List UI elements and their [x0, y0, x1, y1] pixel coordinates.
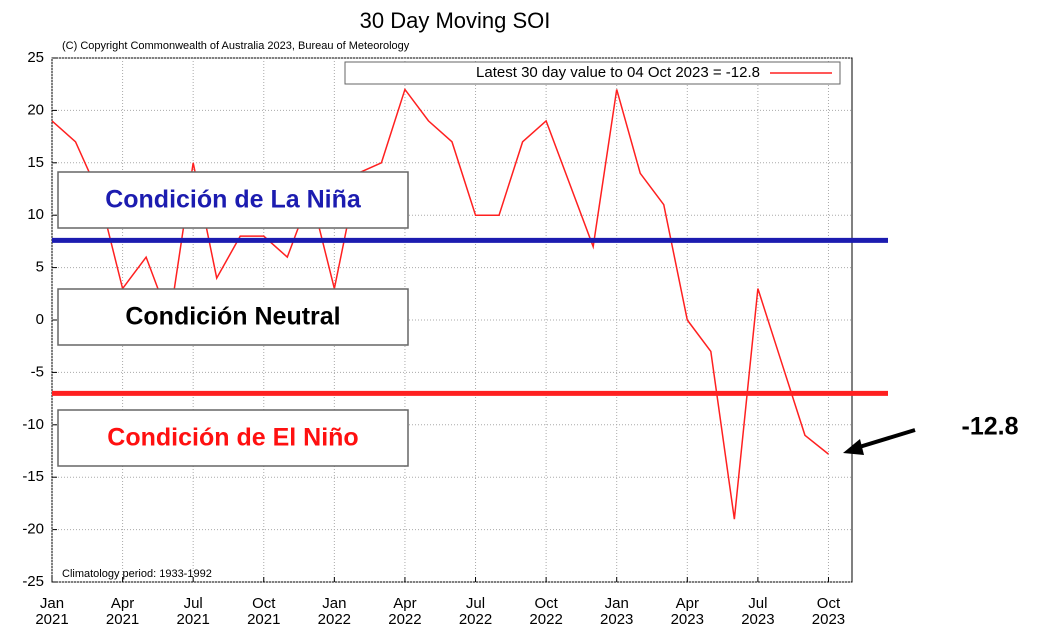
- x-tick-label: Jul 2021: [176, 595, 210, 628]
- annotation-box: [57, 171, 409, 229]
- y-tick-label: -10: [22, 416, 44, 433]
- legend-label: Latest 30 day value to 04 Oct 2023 = -12…: [476, 64, 760, 81]
- callout-arrowhead: [843, 439, 864, 455]
- annotation-box: [57, 409, 409, 467]
- annotation-label: Condición Neutral: [125, 303, 340, 331]
- callout: -12.8: [962, 413, 1019, 441]
- y-tick-label: -20: [22, 521, 44, 538]
- y-tick-label: 0: [36, 311, 44, 328]
- y-tick-label: 10: [27, 206, 44, 223]
- annotation-label: Condición de La Niña: [105, 186, 362, 214]
- x-tick-label: Jul 2023: [741, 595, 775, 628]
- x-tick-label: Jan 2021: [35, 595, 69, 628]
- x-tick-label: Apr 2021: [105, 595, 140, 628]
- y-tick-label: -15: [22, 468, 44, 485]
- annotation-label: Condición de El Niño: [107, 424, 358, 452]
- note: Climatology period: 1933-1992: [62, 568, 212, 580]
- x-tick-label: Apr 2022: [388, 595, 422, 628]
- y-tick-label: 5: [36, 259, 44, 276]
- y-tick-label: 25: [27, 49, 44, 66]
- callout-arrow: [855, 428, 916, 450]
- y-tick-label: 15: [27, 154, 44, 171]
- chart-title: 30 Day Moving SOI: [360, 8, 551, 33]
- legend-box: [344, 61, 841, 85]
- chart-subtitle: (C) Copyright Commonwealth of Australia …: [62, 40, 410, 52]
- x-tick-label: Jan 2023: [600, 595, 634, 628]
- x-tick-label: Oct 2023: [811, 595, 846, 628]
- x-tick-label: Jul 2022: [458, 595, 493, 628]
- x-tick-label: Oct 2021: [247, 595, 281, 628]
- y-tick-label: 20: [27, 101, 44, 118]
- y-tick-label: -5: [31, 363, 44, 380]
- x-tick-label: Jan 2022: [317, 595, 352, 628]
- x-tick-label: Oct 2022: [529, 595, 563, 628]
- annotation-box: [57, 288, 409, 346]
- y-tick-label: -25: [22, 573, 44, 590]
- x-tick-label: Apr 2023: [670, 595, 704, 628]
